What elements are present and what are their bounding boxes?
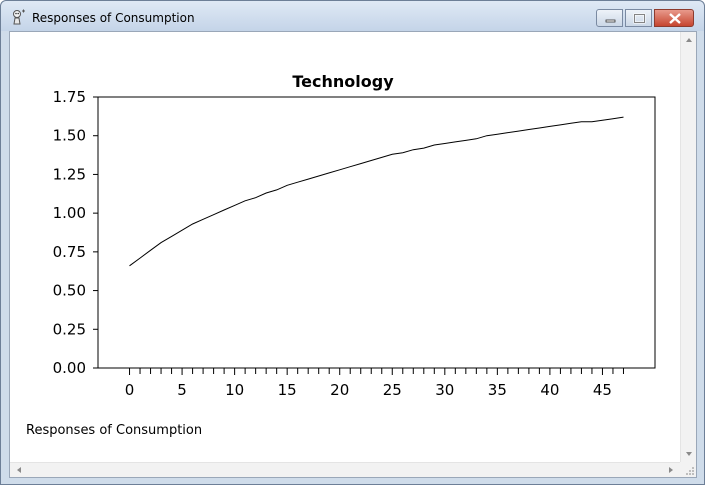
x-tick-label: 25: [383, 381, 402, 399]
chart-title: Technology: [292, 72, 394, 91]
scroll-up-icon[interactable]: [681, 33, 697, 47]
series-layer: [129, 116, 624, 267]
x-tick-label: 20: [330, 381, 349, 399]
window-controls: [596, 9, 694, 27]
title-bar[interactable]: Responses of Consumption: [1, 1, 704, 31]
window-title: Responses of Consumption: [32, 11, 195, 25]
minimize-button[interactable]: [596, 9, 623, 27]
chart-caption: Responses of Consumption: [26, 423, 203, 438]
x-tick-label: 5: [177, 381, 187, 399]
line-chart: Technology 0.00 0.25 0.50 0.75 1.00 1.25 1.50 1…: [53, 72, 656, 399]
app-icon[interactable]: [11, 9, 27, 25]
vertical-scrollbar[interactable]: [680, 32, 696, 462]
horizontal-scrollbar[interactable]: [10, 462, 680, 477]
x-tick-label: 0: [125, 381, 135, 399]
y-tick-label: 1.00: [53, 204, 86, 222]
x-tick-label: 45: [593, 381, 612, 399]
y-tick-label: 0.75: [53, 243, 86, 261]
close-button[interactable]: [654, 9, 694, 27]
series-line: [129, 116, 624, 267]
x-tick-label: 10: [225, 381, 244, 399]
y-tick-label: 0.50: [53, 282, 86, 300]
y-tick-label: 1.50: [53, 127, 86, 145]
chart-view: Technology 0.00 0.25 0.50 0.75 1.00 1.25 1.50 1…: [9, 31, 697, 478]
scroll-down-icon[interactable]: [681, 447, 697, 461]
y-tick-label: 0.25: [53, 320, 86, 338]
maximize-button[interactable]: [625, 9, 652, 27]
resize-grip-icon[interactable]: [680, 462, 696, 477]
x-tick-label: 15: [278, 381, 297, 399]
y-tick-label: 1.75: [53, 88, 86, 106]
y-tick-label: 0.00: [53, 359, 86, 377]
y-tick-label: 1.25: [53, 165, 86, 183]
x-tick-label: 40: [540, 381, 559, 399]
x-axis: 0 5 10 15 20 25 30 35 40 45: [125, 368, 624, 399]
x-tick-label: 30: [435, 381, 454, 399]
x-tick-label: 35: [488, 381, 507, 399]
plot-frame: [97, 96, 656, 369]
scroll-right-icon[interactable]: [664, 463, 678, 477]
y-axis: 0.00 0.25 0.50 0.75 1.00 1.25 1.50 1.75: [53, 88, 98, 377]
scroll-left-icon[interactable]: [12, 463, 26, 477]
